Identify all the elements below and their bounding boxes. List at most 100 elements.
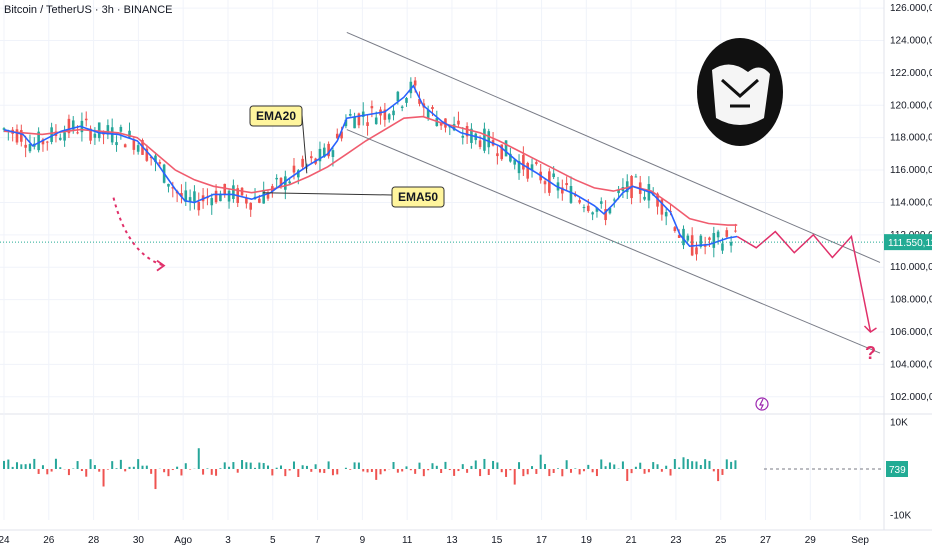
lightning-icon-bolt (760, 399, 763, 409)
time-tick-label: 29 (805, 535, 817, 546)
volume-bar (85, 469, 87, 477)
last-price-label: 111.550,11 (888, 238, 932, 249)
volume-bar (224, 462, 226, 469)
time-tick-label: 15 (491, 535, 503, 546)
price-tick-label: 106.000,00 (890, 327, 932, 338)
candle-body (526, 163, 529, 179)
candle-body (76, 132, 79, 133)
volume-bar (717, 469, 719, 481)
volume-bar (531, 466, 533, 469)
volume-bar (596, 469, 598, 476)
volume-bar (687, 459, 689, 469)
volume-bars (3, 448, 736, 489)
ema20-line (4, 86, 737, 246)
price-tick-label: 108.000,00 (890, 295, 932, 306)
volume-bar (657, 464, 659, 469)
volume-bar (228, 467, 230, 469)
volume-bar (496, 462, 498, 469)
candle-body (245, 198, 248, 203)
dashed-arrowhead (157, 261, 164, 271)
volume-bar (267, 466, 269, 469)
volume-bar (38, 469, 40, 474)
candle-body (397, 92, 400, 101)
volume-bar (670, 469, 672, 476)
volume-bar (726, 459, 728, 469)
volume-bar (518, 462, 520, 469)
candle-body (674, 227, 677, 231)
bull-logo (697, 38, 783, 146)
volume-bar (254, 468, 256, 469)
volume-bar (583, 469, 585, 471)
candle-body (371, 106, 374, 108)
volume-bar (401, 469, 403, 471)
volume-bar (68, 469, 70, 475)
question-mark: ? (865, 343, 876, 363)
candle-body (643, 197, 646, 200)
candle-body (210, 198, 213, 205)
candle-body (583, 207, 586, 208)
volume-bar (527, 469, 529, 474)
volume-bar (362, 469, 364, 471)
volume-bar (185, 463, 187, 469)
candle-body (46, 142, 49, 143)
volume-bar (137, 459, 139, 469)
volume-bar (410, 469, 412, 470)
volume-bar (20, 464, 22, 469)
volume-bar (631, 469, 633, 473)
candle-body (59, 138, 62, 140)
volume-bar (431, 463, 433, 469)
candle-body (725, 230, 728, 237)
volume-bar (440, 469, 442, 473)
candle-body (288, 181, 291, 183)
volume-bar (328, 461, 330, 469)
volume-bar (509, 469, 511, 470)
ema50-line (4, 117, 737, 226)
candle-body (310, 156, 313, 158)
volume-bar (505, 469, 507, 477)
volume-bar (579, 469, 581, 474)
volume-tick-label: -10K (890, 510, 911, 521)
volume-bar (436, 466, 438, 469)
volume-bar (202, 469, 204, 475)
volume-bar (700, 465, 702, 469)
candle-body (552, 174, 555, 178)
candle-body (24, 145, 27, 148)
candle-body (565, 183, 568, 185)
volume-bar (332, 469, 334, 475)
volume-bar (661, 469, 663, 472)
volume-bar (103, 469, 105, 487)
volume-bar (111, 461, 113, 469)
volume-bar (354, 462, 356, 469)
volume-bar (129, 467, 131, 469)
volume-bar (7, 460, 9, 469)
price-tick-label: 126.000,00 (890, 3, 932, 14)
volume-bar (548, 469, 550, 476)
channel-lower-line (347, 130, 880, 354)
volume-bar (81, 469, 83, 471)
price-tick-label: 122.000,00 (890, 68, 932, 79)
volume-bar (384, 469, 386, 471)
volume-bar (522, 469, 524, 476)
volume-bar (219, 468, 221, 469)
candle-body (635, 176, 638, 177)
volume-bar (713, 469, 715, 471)
volume-bar (263, 463, 265, 469)
volume-bar (163, 469, 165, 472)
volume-bar (77, 461, 79, 469)
price-tick-label: 102.000,00 (890, 392, 932, 403)
candle-body (392, 111, 395, 116)
candle-body (522, 155, 525, 170)
candle-body (505, 140, 508, 156)
candle-body (85, 119, 88, 121)
volume-bar (691, 461, 693, 469)
candle-body (332, 150, 335, 157)
volume-bar (592, 469, 594, 472)
volume-bar (146, 466, 148, 469)
ema50-label-pointer (263, 193, 392, 195)
volume-bar (466, 469, 468, 473)
volume-bar (94, 465, 96, 469)
candle-body (16, 129, 19, 142)
volume-bar (639, 463, 641, 469)
